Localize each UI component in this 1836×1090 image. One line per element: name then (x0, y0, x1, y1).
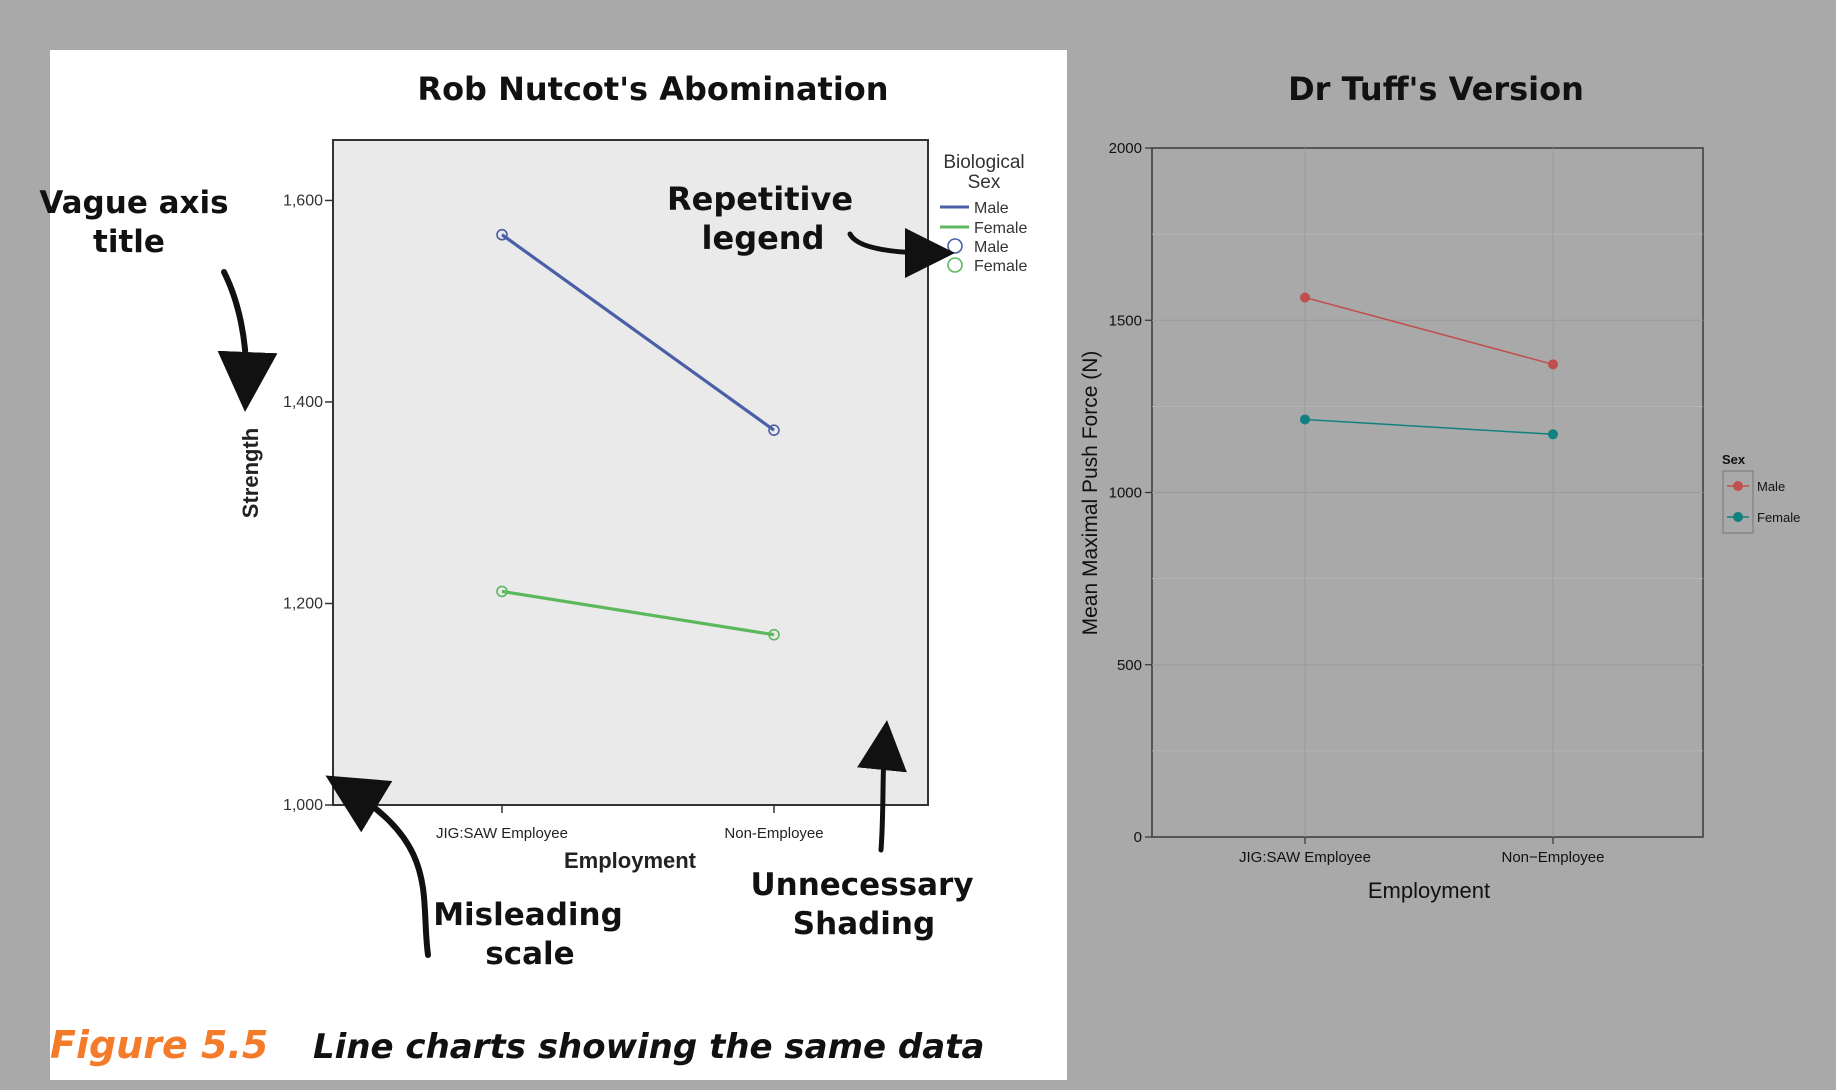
annotation-repetitive-arrow (847, 227, 955, 278)
annotation-vague-line2: title (93, 224, 165, 260)
annotation-shading-line2: Shading (793, 906, 935, 942)
right-x-axis-label: Employment (1368, 878, 1490, 903)
left-y-tick-label: 1,000 (283, 797, 323, 814)
annotation-shading-arrow (857, 720, 907, 853)
left-x-axis-label: Employment (564, 848, 697, 873)
left-legend-entry-male-marker: Male (974, 239, 1009, 256)
right-series (1300, 292, 1558, 440)
annotation-repetitive-line2: legend (702, 219, 825, 257)
left-plot-area (332, 139, 929, 806)
right-grid (1152, 148, 1703, 837)
annotation-vague-line1: Vague axis (39, 185, 228, 221)
annotation-misleading-line2: scale (485, 936, 574, 972)
left-series-point-female (496, 585, 508, 598)
right-legend-entry-male: Male (1757, 479, 1785, 494)
right-series-point-male (1548, 359, 1558, 370)
right-x-ticks: JIG:SAW Employee Non−Employee (1239, 837, 1604, 866)
left-series-point-male (496, 228, 508, 241)
right-series-line-male (1304, 296, 1554, 366)
annotation-shading-line1: Unnecessary (750, 867, 973, 903)
right-chart-title: Dr Tuff's Version (1288, 70, 1584, 108)
left-y-ticks: 1,000 1,200 1,400 1,600 (283, 192, 333, 814)
left-legend-title-line1: Biological (943, 152, 1024, 173)
annotation-repetitive-line1: Repetitive (667, 180, 853, 218)
annotations: Vague axis title Repetitive legend Misle… (39, 180, 973, 972)
right-series-line-female (1304, 418, 1554, 436)
left-chart: Rob Nutcot's Abomination 1,000 1,200 1,400… (238, 70, 1027, 873)
right-y-ticks: 0 500 1000 1500 2000 (1109, 140, 1152, 846)
left-series-line-male (501, 233, 775, 432)
right-legend-keys-frame (1722, 470, 1754, 534)
left-series-point-male (768, 424, 780, 436)
left-legend-male-marker-swatch (947, 238, 963, 254)
right-legend-male-marker-swatch (1733, 481, 1743, 491)
left-y-tick-label: 1,200 (283, 595, 323, 612)
annotation-vague-arrow (217, 269, 278, 412)
right-y-tick-label: 500 (1117, 657, 1142, 674)
left-series-line-female (501, 589, 775, 637)
left-legend: Biological Sex Male Female Male Female (940, 152, 1027, 275)
right-series-point-female (1548, 429, 1558, 440)
right-y-axis-label: Mean Maximal Push Force (N) (1079, 351, 1102, 636)
left-y-tick-label: 1,400 (283, 394, 323, 411)
right-x-tick-label: Non−Employee (1502, 849, 1605, 866)
caption-figure-label: Figure 5.5 (50, 1023, 268, 1067)
right-series-point-male (1300, 292, 1310, 303)
left-legend-entry-female-marker: Female (974, 258, 1027, 275)
left-x-ticks: JIG:SAW Employee Non-Employee (436, 805, 824, 842)
caption-text: Line charts showing the same data (313, 1027, 984, 1067)
left-legend-female-marker-swatch (947, 257, 963, 273)
left-chart-title: Rob Nutcot's Abomination (417, 70, 888, 108)
left-legend-entry-female-line: Female (974, 220, 1027, 237)
right-y-tick-label: 1000 (1109, 485, 1142, 502)
right-legend-title: Sex (1722, 452, 1746, 467)
annotation-misleading-line1: Misleading (433, 897, 623, 933)
right-chart: Dr Tuff's Version 0 500 1000 1500 2000 JIG:S… (1079, 70, 1800, 903)
left-x-tick-label: Non-Employee (724, 825, 823, 842)
left-x-tick-label: JIG:SAW Employee (436, 825, 568, 842)
left-y-tick-label: 1,600 (283, 192, 323, 209)
left-legend-entry-male-line: Male (974, 200, 1009, 217)
right-x-tick-label: JIG:SAW Employee (1239, 849, 1371, 866)
right-y-tick-label: 2000 (1109, 140, 1142, 157)
right-y-tick-label: 1500 (1109, 312, 1142, 329)
right-legend-female-marker-swatch (1733, 512, 1743, 522)
left-series-point-female (768, 628, 780, 641)
right-series-point-female (1300, 414, 1310, 425)
left-series (496, 228, 780, 641)
caption: Figure 5.5 Line charts showing the same … (50, 1023, 984, 1067)
annotation-misleading-arrow (325, 775, 431, 958)
right-legend-entry-female: Female (1757, 510, 1800, 525)
right-legend: Sex Male Female (1722, 452, 1800, 534)
right-y-tick-label: 0 (1134, 829, 1142, 846)
left-legend-title-line2: Sex (968, 172, 1001, 193)
left-y-axis-label: Strength (238, 428, 263, 518)
